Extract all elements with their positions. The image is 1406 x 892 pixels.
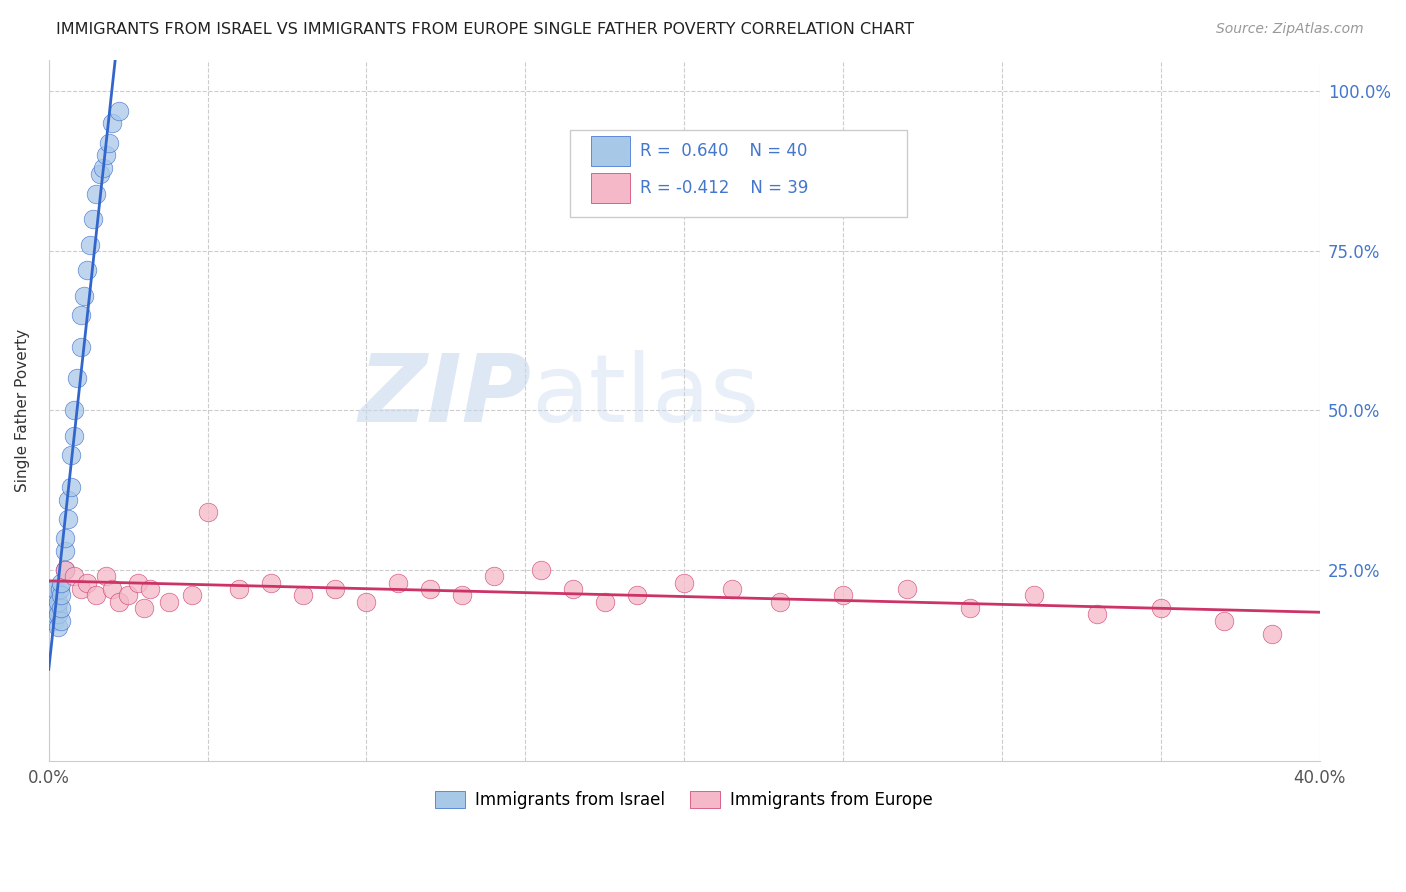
Point [49,582,72,596]
Point [46,620,69,634]
Point [1213,614,1236,628]
Point [59,448,82,462]
Point [53,543,76,558]
Point [44,607,66,622]
Point [94,148,117,162]
Point [59,480,82,494]
Point [1022,588,1045,602]
FancyBboxPatch shape [592,173,630,202]
Point [69,340,91,354]
Point [56,492,79,507]
Point [51,575,73,590]
Point [76,263,98,277]
Point [323,582,346,596]
Point [46,607,69,622]
Point [132,601,155,615]
Point [768,594,790,608]
Point [44,594,66,608]
Point [387,575,409,590]
Point [76,575,98,590]
Point [86,186,108,201]
Point [291,588,314,602]
Point [562,582,585,596]
Point [63,429,86,443]
Point [39,594,62,608]
Point [896,582,918,596]
Point [66,371,89,385]
Point [593,594,616,608]
Point [94,569,117,583]
Point [51,601,73,615]
Text: R =  0.640    N = 40: R = 0.640 N = 40 [640,142,807,160]
Point [51,614,73,628]
Point [228,582,250,596]
Point [79,237,101,252]
Point [41,601,63,615]
Point [101,582,124,596]
Point [89,168,111,182]
Point [41,588,63,602]
Point [117,588,139,602]
FancyBboxPatch shape [592,136,630,166]
Point [53,563,76,577]
Text: IMMIGRANTS FROM ISRAEL VS IMMIGRANTS FROM EUROPE SINGLE FATHER POVERTY CORRELATI: IMMIGRANTS FROM ISRAEL VS IMMIGRANTS FRO… [56,22,914,37]
Point [91,161,114,175]
Legend: Immigrants from Israel, Immigrants from Europe: Immigrants from Israel, Immigrants from … [429,784,939,816]
Point [419,582,441,596]
Point [197,505,219,519]
Point [98,136,121,150]
Point [44,582,66,596]
Point [51,588,73,602]
FancyBboxPatch shape [569,129,907,218]
Point [127,575,149,590]
Point [482,569,505,583]
Text: ZIP: ZIP [359,351,531,442]
Point [46,594,69,608]
Point [139,582,162,596]
Point [1261,626,1284,640]
Point [53,531,76,545]
Point [107,594,129,608]
Point [1150,601,1173,615]
Point [86,588,108,602]
Point [180,588,202,602]
Point [69,582,91,596]
Point [626,588,648,602]
Point [959,601,981,615]
Point [356,594,378,608]
Point [63,403,86,417]
Point [450,588,472,602]
Point [42,582,65,596]
Point [260,575,283,590]
Point [1085,607,1108,622]
Point [159,594,181,608]
Point [832,588,855,602]
Text: atlas: atlas [531,351,761,442]
Point [721,582,744,596]
Text: Source: ZipAtlas.com: Source: ZipAtlas.com [1216,22,1364,37]
Point [69,308,91,322]
Point [673,575,696,590]
Y-axis label: Single Father Poverty: Single Father Poverty [15,329,30,491]
Point [63,569,86,583]
Point [101,116,124,130]
Text: R = -0.412    N = 39: R = -0.412 N = 39 [640,179,808,197]
Point [45,601,67,615]
Point [82,212,104,227]
Point [107,103,129,118]
Point [56,512,79,526]
Point [42,614,65,628]
Point [530,563,553,577]
Point [53,563,76,577]
Point [73,288,96,302]
